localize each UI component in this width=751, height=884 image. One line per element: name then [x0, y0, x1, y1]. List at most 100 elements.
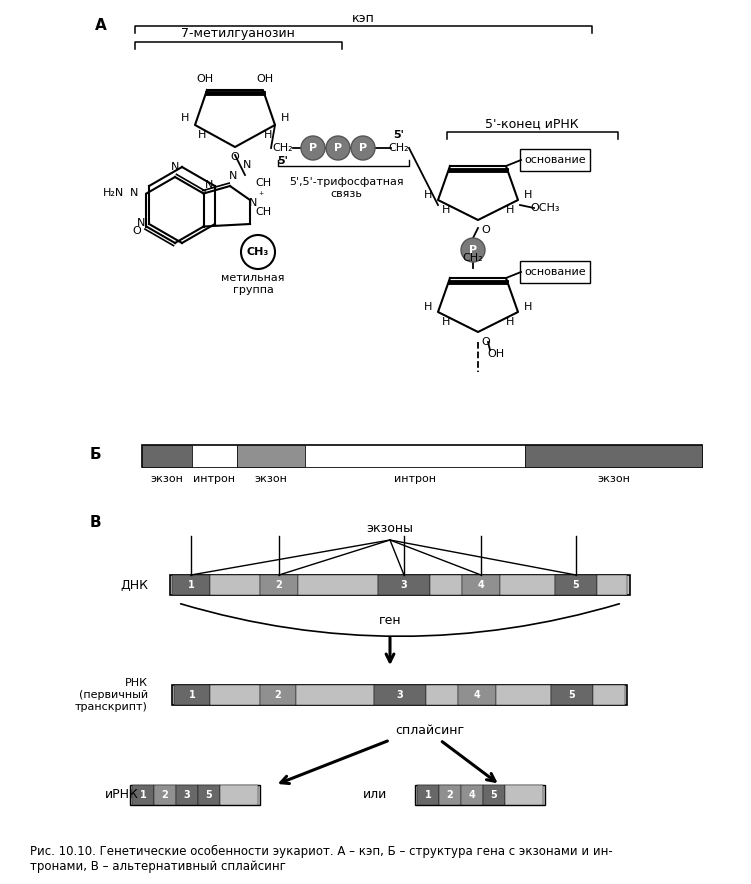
Text: интрон: интрон: [394, 474, 436, 484]
Text: OCH₃: OCH₃: [530, 203, 559, 213]
Bar: [462, 575, 500, 595]
Text: H₂N: H₂N: [103, 188, 125, 199]
Text: P: P: [469, 245, 477, 255]
FancyBboxPatch shape: [520, 261, 590, 283]
Text: 2: 2: [447, 790, 454, 800]
Text: основание: основание: [524, 267, 586, 277]
Text: 2: 2: [161, 790, 168, 800]
Text: экзоны: экзоны: [366, 522, 414, 535]
Text: экзон: экзон: [598, 474, 630, 484]
Text: или: или: [363, 789, 387, 802]
Text: H: H: [506, 317, 514, 327]
Bar: [430, 575, 462, 595]
Text: H: H: [181, 113, 189, 123]
Text: 5': 5': [278, 156, 288, 166]
Text: O: O: [481, 225, 490, 235]
Text: P: P: [334, 143, 342, 153]
Bar: [172, 575, 210, 595]
Text: 5: 5: [572, 580, 579, 590]
Bar: [260, 575, 298, 595]
Bar: [192, 445, 237, 467]
Circle shape: [326, 136, 350, 160]
Text: N: N: [243, 160, 251, 170]
Text: кэп: кэп: [351, 11, 375, 25]
Text: Б: Б: [90, 447, 101, 462]
Text: 5'-конец иРНК: 5'-конец иРНК: [485, 118, 579, 131]
Bar: [500, 575, 555, 595]
Bar: [597, 575, 627, 595]
Bar: [415, 785, 545, 805]
Text: 5: 5: [206, 790, 213, 800]
Bar: [142, 445, 702, 467]
Bar: [555, 575, 597, 595]
Text: 2: 2: [276, 580, 282, 590]
Text: CH₃: CH₃: [247, 247, 269, 257]
Text: O: O: [231, 152, 240, 162]
Bar: [551, 685, 593, 705]
Text: экзон: экзон: [255, 474, 288, 484]
FancyBboxPatch shape: [520, 149, 590, 171]
Text: 5',5'-трифосфатная
связь: 5',5'-трифосфатная связь: [288, 177, 403, 199]
Text: N: N: [249, 198, 257, 208]
Text: O: O: [481, 337, 490, 347]
Text: CH: CH: [255, 207, 271, 217]
Text: CH₂: CH₂: [389, 143, 409, 153]
Bar: [174, 685, 210, 705]
Text: 2: 2: [275, 690, 282, 700]
Text: N: N: [137, 218, 146, 228]
Bar: [172, 685, 627, 705]
Text: P: P: [309, 143, 317, 153]
Text: 5: 5: [490, 790, 497, 800]
Bar: [237, 445, 305, 467]
Bar: [378, 575, 430, 595]
Bar: [170, 575, 630, 595]
Bar: [439, 785, 461, 805]
Text: O: O: [132, 226, 140, 237]
Text: H: H: [506, 205, 514, 215]
Bar: [426, 685, 458, 705]
Bar: [296, 685, 374, 705]
Text: 3: 3: [184, 790, 190, 800]
Text: РНК
(первичный
транскрипт): РНК (первичный транскрипт): [75, 678, 148, 712]
Text: иРНК: иРНК: [105, 789, 139, 802]
Text: OH: OH: [487, 349, 505, 359]
Text: ДНК: ДНК: [120, 578, 148, 591]
Text: 3: 3: [397, 690, 403, 700]
Bar: [130, 785, 260, 805]
Text: CH₂: CH₂: [273, 143, 294, 153]
Text: 4: 4: [478, 580, 484, 590]
Bar: [220, 785, 258, 805]
Text: Рис. 10.10. Генетические особенности эукариот. А – кэп, Б – структура гена с экз: Рис. 10.10. Генетические особенности эук…: [30, 845, 613, 873]
Text: интрон: интрон: [193, 474, 235, 484]
Text: N: N: [229, 171, 237, 181]
Text: метильная
группа: метильная группа: [222, 273, 285, 294]
Text: 1: 1: [188, 580, 195, 590]
Text: N: N: [170, 162, 179, 172]
Text: CH: CH: [255, 178, 271, 188]
Text: В: В: [90, 515, 101, 530]
Bar: [298, 575, 378, 595]
Text: 1: 1: [189, 690, 195, 700]
Text: H: H: [264, 130, 272, 140]
Text: H: H: [523, 190, 532, 200]
Text: H: H: [198, 130, 207, 140]
Circle shape: [301, 136, 325, 160]
Text: экзон: экзон: [150, 474, 183, 484]
Bar: [154, 785, 176, 805]
Bar: [593, 685, 625, 705]
Text: ген: ген: [379, 614, 401, 628]
Bar: [505, 785, 543, 805]
Text: H: H: [424, 190, 432, 200]
Bar: [496, 685, 551, 705]
Bar: [210, 685, 260, 705]
Text: основание: основание: [524, 155, 586, 165]
Circle shape: [351, 136, 375, 160]
Bar: [305, 445, 525, 467]
Text: ⁺: ⁺: [258, 191, 264, 201]
Bar: [374, 685, 426, 705]
Bar: [525, 445, 702, 467]
Text: 1: 1: [424, 790, 431, 800]
Text: 4: 4: [474, 690, 481, 700]
Bar: [458, 685, 496, 705]
Text: P: P: [359, 143, 367, 153]
